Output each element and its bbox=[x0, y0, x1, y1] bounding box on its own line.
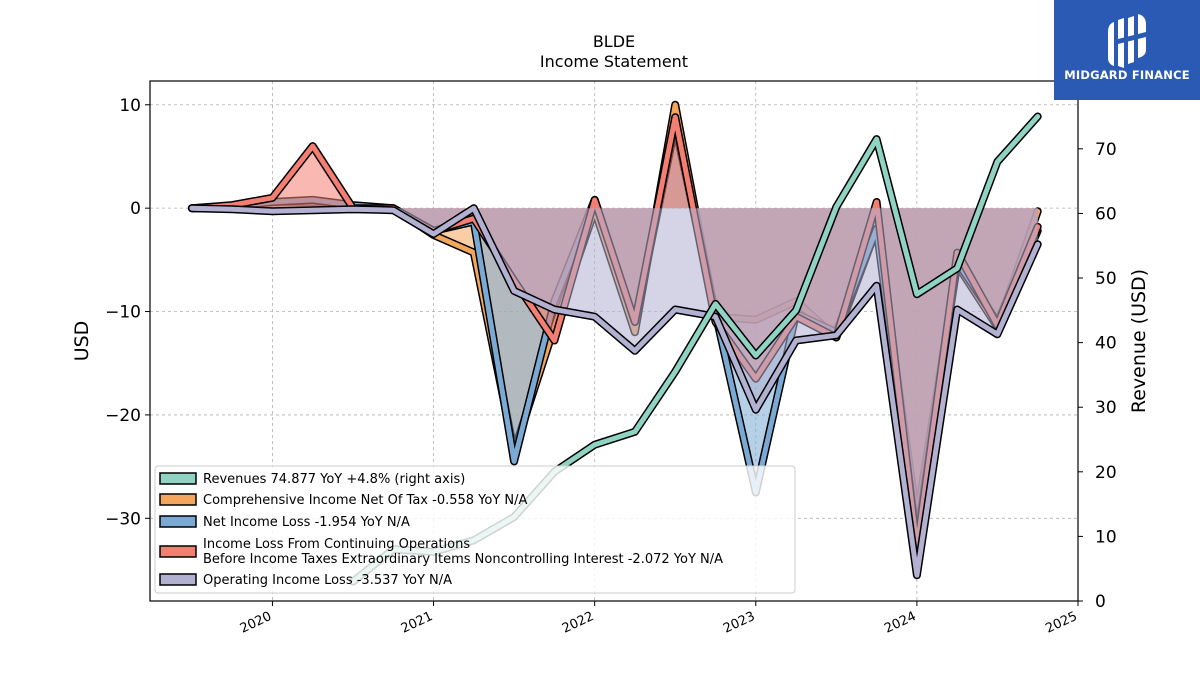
y-right-tick-label: 40 bbox=[1095, 334, 1117, 354]
y-axis-label: USD bbox=[71, 321, 93, 362]
y-right-tick-label: 70 bbox=[1095, 140, 1117, 160]
brand-logo: MIDGARD FINANCE bbox=[1054, 0, 1200, 100]
series-5-line bbox=[189, 205, 1041, 578]
midgard-logo-icon bbox=[1108, 14, 1146, 68]
x-tick-label: 2024 bbox=[882, 609, 918, 637]
legend: Revenues 74.877 YoY +4.8% (right axis) Co… bbox=[154, 465, 796, 594]
y-tick-label: 0 bbox=[130, 199, 141, 219]
chart-title: BLDE bbox=[593, 32, 635, 51]
legend-swatch bbox=[159, 515, 197, 528]
y-tick-label: −10 bbox=[105, 303, 141, 323]
y-tick-label: −30 bbox=[105, 509, 141, 529]
x-tick-label: 2023 bbox=[721, 609, 757, 637]
legend-swatch bbox=[159, 472, 197, 485]
axes-frame bbox=[149, 80, 1079, 602]
y-right-tick-label: 30 bbox=[1095, 398, 1117, 418]
legend-label: Operating Income Loss -3.537 YoY N/A bbox=[203, 573, 452, 588]
legend-label: Net Income Loss -1.954 YoY N/A bbox=[203, 515, 410, 530]
chart-subtitle: Income Statement bbox=[540, 52, 688, 71]
legend-swatch bbox=[159, 545, 197, 558]
y-right-tick-label: 50 bbox=[1095, 269, 1117, 289]
series-5-area bbox=[191, 208, 1038, 576]
y-right-tick-label: 60 bbox=[1095, 204, 1117, 224]
y-tick-label: −20 bbox=[105, 406, 141, 426]
y-right-tick-label: 0 bbox=[1095, 592, 1106, 612]
y-right-tick-label: 20 bbox=[1095, 463, 1117, 483]
series-5 bbox=[187, 204, 1042, 580]
y-right-tick-label: 10 bbox=[1095, 527, 1117, 547]
legend-swatch bbox=[159, 493, 197, 506]
y-tick-label: 10 bbox=[119, 96, 141, 116]
plot-area bbox=[187, 100, 1042, 586]
x-tick-label: 2022 bbox=[560, 609, 596, 637]
x-tick-label: 2025 bbox=[1043, 609, 1079, 637]
legend-swatch bbox=[159, 573, 197, 586]
x-tick-label: 2021 bbox=[399, 609, 435, 637]
legend-box bbox=[154, 465, 796, 594]
y-axis-right-label: Revenue (USD) bbox=[1128, 269, 1150, 413]
logo-text: MIDGARD FINANCE bbox=[1064, 68, 1190, 82]
legend-label: Comprehensive Income Net Of Tax -0.558 Y… bbox=[203, 493, 528, 508]
legend-label: Revenues 74.877 YoY +4.8% (right axis) bbox=[203, 472, 465, 487]
legend-label: Income Loss From Continuing Operations Be… bbox=[203, 537, 723, 567]
x-tick-label: 2020 bbox=[238, 609, 274, 637]
